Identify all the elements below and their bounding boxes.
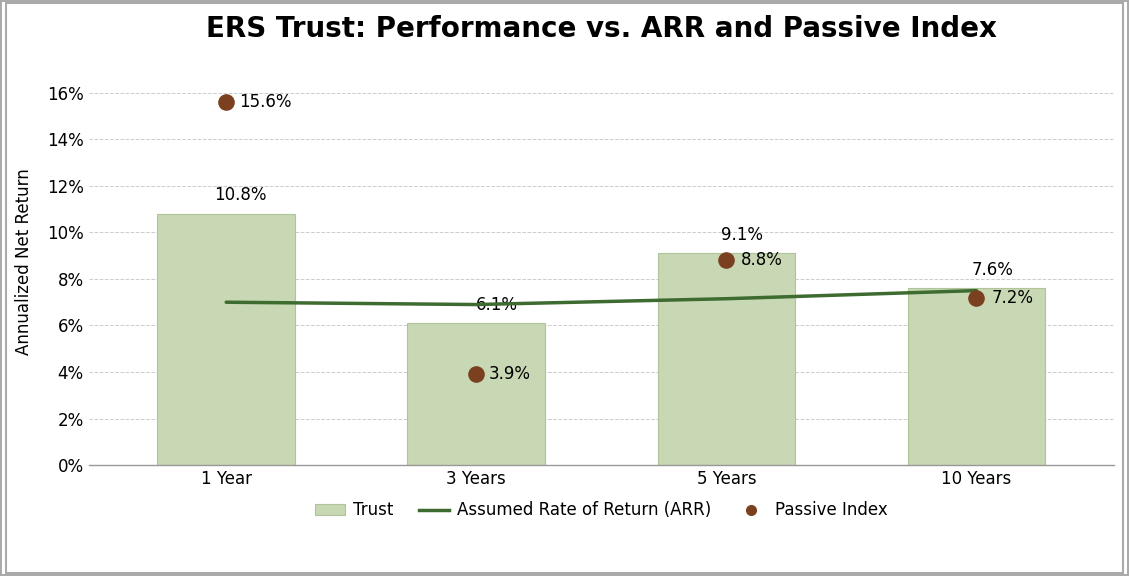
Text: 7.6%: 7.6% — [971, 261, 1014, 279]
Legend: Trust, Assumed Rate of Return (ARR), Passive Index: Trust, Assumed Rate of Return (ARR), Pas… — [308, 495, 894, 526]
Point — [217, 97, 235, 107]
Text: 8.8%: 8.8% — [742, 251, 784, 270]
Text: 6.1%: 6.1% — [476, 296, 518, 314]
Title: ERS Trust: Performance vs. ARR and Passive Index: ERS Trust: Performance vs. ARR and Passi… — [205, 15, 997, 43]
Point — [717, 256, 735, 265]
Point — [467, 370, 485, 379]
Text: 3.9%: 3.9% — [489, 365, 531, 384]
Text: 10.8%: 10.8% — [213, 187, 266, 204]
Text: 15.6%: 15.6% — [238, 93, 291, 111]
Text: 9.1%: 9.1% — [721, 226, 763, 244]
Bar — [908, 288, 1045, 465]
Y-axis label: Annualized Net Return: Annualized Net Return — [15, 168, 33, 355]
Bar — [157, 214, 295, 465]
Text: 7.2%: 7.2% — [991, 289, 1033, 306]
Bar — [408, 323, 545, 465]
Point — [968, 293, 986, 302]
Bar — [657, 253, 795, 465]
